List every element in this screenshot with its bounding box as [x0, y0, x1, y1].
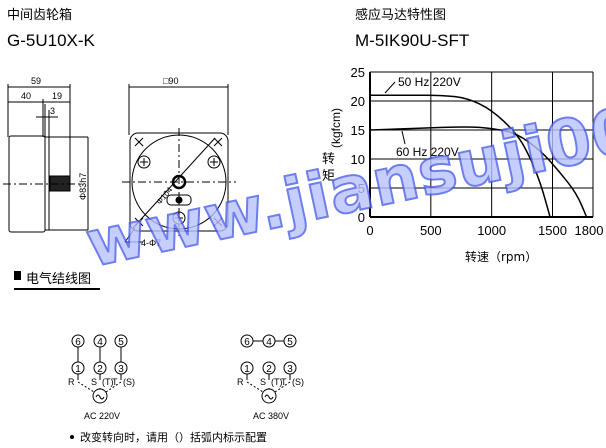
series-label: 50 Hz 220V: [398, 75, 461, 89]
terminal-label: R: [68, 377, 75, 387]
terminal-number: 2: [266, 364, 272, 375]
terminal-label: (S): [123, 377, 135, 387]
y-tick-label: 5: [358, 181, 365, 196]
terminal-number: 5: [287, 337, 293, 348]
side-view: [3, 84, 89, 233]
terminal-circle: [283, 334, 297, 348]
bullet-square-icon: [14, 271, 21, 280]
terminal-label: (S): [292, 377, 304, 387]
dim-40: 40: [21, 91, 31, 101]
note-bullet-icon: [70, 435, 74, 439]
terminal-number: 6: [75, 337, 81, 348]
dim-59: 59: [31, 76, 41, 86]
terminal-number: 4: [266, 337, 272, 348]
dim-shaft: Φ83h7: [78, 173, 88, 200]
dim-3: 3: [50, 106, 55, 116]
y-label-char1: 转: [322, 152, 335, 167]
ac380-label: AC 380V: [253, 411, 290, 421]
terminal-label: S: [91, 377, 97, 387]
terminal-circle: [93, 334, 107, 348]
terminal-circle: [240, 334, 254, 348]
gearbox-title: 中间齿轮箱: [7, 8, 73, 23]
y-axis-unit: (kgfcm): [329, 108, 343, 148]
terminal-number: 4: [97, 337, 103, 348]
x-tick-label: 0: [366, 223, 373, 238]
x-axis-label: 转速（rpm）: [465, 249, 537, 264]
label-arrow: [401, 130, 406, 145]
terminal-number: 5: [118, 337, 124, 348]
wiring-note: 改变转向时，请用（）括弧内标示配置: [80, 431, 267, 444]
x-tick-label: 1500: [538, 223, 567, 238]
terminal-circle: [71, 334, 85, 348]
terminal-number: 2: [97, 364, 103, 375]
terminal-circle: [262, 334, 276, 348]
y-tick-label: 15: [351, 123, 365, 138]
series-label: 60 Hz 220V: [396, 145, 459, 159]
y-label-char2: 矩: [322, 169, 335, 184]
y-axis-label: 转矩: [322, 152, 335, 184]
ac220-label: AC 220V: [84, 411, 121, 421]
dim-19: 19: [52, 91, 62, 101]
label-arrow: [384, 81, 396, 94]
terminal-label: T: [281, 377, 287, 387]
series-line: [370, 94, 551, 218]
motor-title: 感应马达特性图: [355, 8, 447, 23]
terminal-label: S: [260, 377, 266, 387]
dim-square: □90: [163, 76, 178, 86]
terminal-number: 1: [244, 364, 250, 375]
terminal-label: (T): [271, 377, 283, 387]
terminal-label: (T): [102, 377, 114, 387]
y-tick-label: 0: [358, 210, 365, 225]
y-tick-label: 25: [351, 65, 365, 80]
dim-holes: 4-Φ7: [141, 238, 161, 248]
terminal-circle: [114, 334, 128, 348]
motor-model: M-5IK90U-SFT: [355, 31, 470, 50]
x-tick-label: 1000: [477, 223, 506, 238]
terminal-number: 3: [287, 364, 293, 375]
terminal-label: R: [237, 377, 244, 387]
wiring-title: 电气结线图: [26, 272, 92, 287]
sine-wave-icon: [95, 394, 105, 400]
front-view: [122, 84, 236, 243]
terminal-label: T: [112, 377, 118, 387]
sine-wave-icon: [264, 394, 274, 400]
y-tick-label: 20: [351, 94, 365, 109]
terminal-number: 3: [118, 364, 124, 375]
y-tick-label: 10: [351, 152, 365, 167]
terminal-number: 1: [75, 364, 81, 375]
torque-chart: 0 5 10 15 20 25 0 500 1000 1500 1800 50 Hz 220V 60 H…: [351, 65, 604, 238]
series-line: [369, 126, 588, 218]
x-tick-label: 500: [420, 223, 442, 238]
gearbox-model: G-5U10X-K: [7, 31, 95, 50]
x-tick-label: 1800: [575, 223, 604, 238]
terminal-number: 6: [244, 337, 250, 348]
